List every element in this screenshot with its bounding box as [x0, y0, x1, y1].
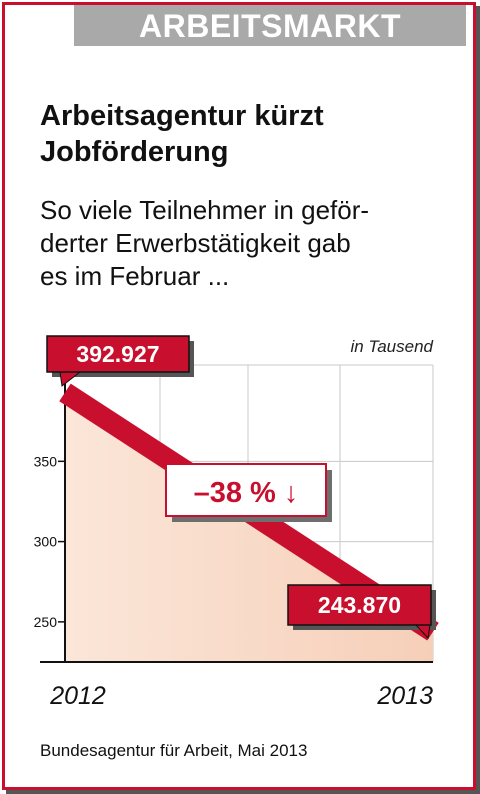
value-label-box: 392.927	[46, 335, 194, 387]
unit-label: in Tausend	[350, 337, 433, 356]
headline: Arbeitsagentur kürzt Jobförderung	[40, 98, 440, 170]
x-tick-labels: 2012 2013	[49, 682, 433, 710]
y-tick-label: 250	[34, 614, 58, 630]
headline-line-2: Jobförderung	[40, 136, 229, 168]
subtitle-line-2: derter Erwerbstätigkeit gab	[40, 228, 351, 258]
y-tick-labels: 250 300 350	[34, 453, 58, 630]
value-label-box: 243.870	[287, 584, 436, 640]
value-label-bg	[46, 335, 190, 373]
headline-line-1: Arbeitsagentur kürzt	[40, 100, 324, 132]
value-label: 243.870	[318, 592, 401, 618]
subtitle-line-3: es im Februar ...	[40, 261, 230, 291]
subtitle: So viele Teilnehmer in geför- derter Erw…	[40, 194, 445, 293]
y-tick-label: 300	[34, 534, 58, 550]
y-tick-label: 350	[34, 453, 58, 469]
source-note: Bundesagentur für Arbeit, Mai 2013	[40, 741, 308, 760]
change-badge: –38 % ↓	[165, 463, 332, 522]
value-labels: 392.927 243.870	[46, 335, 436, 640]
subtitle-line-1: So viele Teilnehmer in geför-	[40, 195, 370, 225]
section-banner: ARBEITSMARKT	[74, 5, 466, 46]
value-label-pointer	[59, 371, 82, 387]
x-tick-label: 2012	[49, 682, 106, 710]
banner-title: ARBEITSMARKT	[139, 8, 401, 44]
value-label-bg	[287, 584, 432, 626]
change-label: –38 % ↓	[194, 477, 299, 509]
x-tick-label: 2013	[376, 682, 433, 710]
value-label: 392.927	[76, 341, 159, 367]
